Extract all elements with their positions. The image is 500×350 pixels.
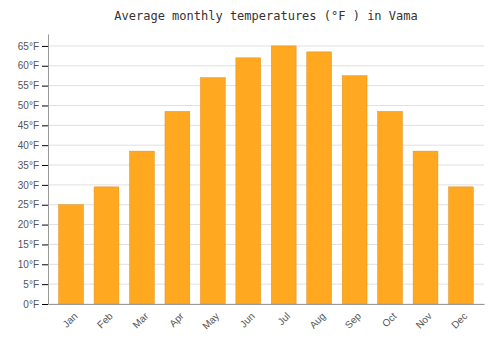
grid-line xyxy=(48,85,484,86)
grid xyxy=(48,46,484,304)
x-tick: Oct xyxy=(380,310,399,329)
y-tick-label: 10°F xyxy=(18,259,39,270)
x-tick: Nov xyxy=(414,310,434,330)
chart: 0°F 5°F 10°F 15°F 20°F 25°F 30°F 35°F 40°F 45°F 50… xyxy=(0,0,500,350)
bar xyxy=(271,46,296,304)
y-tick-label: 60°F xyxy=(18,60,39,71)
bar xyxy=(342,76,367,304)
x-tick-label: Jul xyxy=(275,310,292,327)
y-axis-line xyxy=(48,35,49,305)
x-tick-label: May xyxy=(200,310,221,331)
bar xyxy=(130,151,155,304)
y-tick-label: 5°F xyxy=(23,279,39,290)
x-tick-label: Feb xyxy=(95,310,115,330)
x-tick-label: Mar xyxy=(130,310,150,330)
y-tick-label: 40°F xyxy=(18,140,39,151)
y-tick: 65°F xyxy=(18,41,48,52)
bars xyxy=(59,46,474,304)
y-tick: 0°F xyxy=(23,299,48,310)
y-tick-mark xyxy=(42,304,48,305)
x-tick: Jan xyxy=(60,310,79,329)
y-tick-label: 15°F xyxy=(18,239,39,250)
x-tick: Sep xyxy=(343,310,364,331)
y-tick: 35°F xyxy=(18,160,48,171)
y-tick: 50°F xyxy=(18,100,48,111)
y-tick: 25°F xyxy=(18,199,48,210)
y-tick-mark xyxy=(42,66,48,67)
y-tick-mark xyxy=(42,185,48,186)
y-tick: 40°F xyxy=(18,140,48,151)
y-tick-label: 0°F xyxy=(23,299,39,310)
grid-line xyxy=(48,45,484,46)
grid-line xyxy=(48,65,484,66)
title: Average monthly temperatures (°F ) in Va… xyxy=(114,9,417,23)
bar xyxy=(200,78,225,304)
y-tick-mark xyxy=(42,125,48,126)
y-tick-label: 50°F xyxy=(18,100,39,111)
x-tick: Apr xyxy=(167,310,186,329)
y-tick-label: 25°F xyxy=(18,199,39,210)
y-tick: 55°F xyxy=(18,80,48,91)
x-tick: Jul xyxy=(275,310,292,327)
bar xyxy=(165,111,190,304)
y-tick-mark xyxy=(42,225,48,226)
y-tick-mark xyxy=(42,46,48,47)
grid-line xyxy=(48,145,484,146)
y-tick: 45°F xyxy=(18,120,48,131)
bar xyxy=(413,151,438,304)
y-tick-mark xyxy=(42,145,48,146)
y-tick-mark xyxy=(42,205,48,206)
y-tick: 20°F xyxy=(18,219,48,230)
x-tick: Dec xyxy=(449,310,469,330)
y-tick-mark xyxy=(42,244,48,245)
bar xyxy=(59,205,84,304)
y-tick-label: 30°F xyxy=(18,180,39,191)
bar xyxy=(236,58,261,304)
x-tick: Mar xyxy=(130,310,150,330)
y-tick-mark xyxy=(42,264,48,265)
y-tick-label: 65°F xyxy=(18,41,39,52)
y-tick: 30°F xyxy=(18,180,48,191)
y-tick-mark xyxy=(42,105,48,106)
y-tick: 60°F xyxy=(18,60,48,71)
x-tick-label: Oct xyxy=(380,310,399,329)
y-tick-mark xyxy=(42,86,48,87)
x-tick: Jun xyxy=(238,310,257,329)
y-tick-label: 45°F xyxy=(18,120,39,131)
bar xyxy=(449,187,474,304)
x-axis-line xyxy=(49,304,485,305)
y-tick-label: 55°F xyxy=(18,80,39,91)
x-tick-label: Sep xyxy=(343,310,364,331)
y-tick-label: 20°F xyxy=(18,219,39,230)
y-axis: 0°F 5°F 10°F 15°F 20°F 25°F 30°F 35°F 40°F 45°F 50… xyxy=(18,35,49,310)
x-tick-label: Apr xyxy=(167,310,186,329)
grid-line xyxy=(48,125,484,126)
x-axis: Jan Feb Mar Apr May Jun Jul Aug Sep Oct Nov Dec xyxy=(49,305,485,332)
x-tick: May xyxy=(200,310,221,331)
y-tick-mark xyxy=(42,165,48,166)
y-tick: 10°F xyxy=(18,259,48,270)
y-tick: 15°F xyxy=(18,239,48,250)
x-tick-label: Aug xyxy=(307,310,327,330)
x-tick-label: Dec xyxy=(449,310,469,330)
x-tick: Feb xyxy=(95,310,115,330)
y-tick: 5°F xyxy=(23,279,48,290)
y-tick-mark xyxy=(42,284,48,285)
bar xyxy=(307,52,332,304)
plot: 0°F 5°F 10°F 15°F 20°F 25°F 30°F 35°F 40°F 45°F 50… xyxy=(18,35,485,332)
x-tick-label: Jan xyxy=(60,310,79,329)
x-tick: Aug xyxy=(307,310,327,330)
grid-line xyxy=(48,105,484,106)
bar xyxy=(378,111,403,304)
x-tick-label: Nov xyxy=(414,310,434,330)
bar xyxy=(94,187,119,304)
x-tick-label: Jun xyxy=(238,310,257,329)
y-tick-label: 35°F xyxy=(18,160,39,171)
